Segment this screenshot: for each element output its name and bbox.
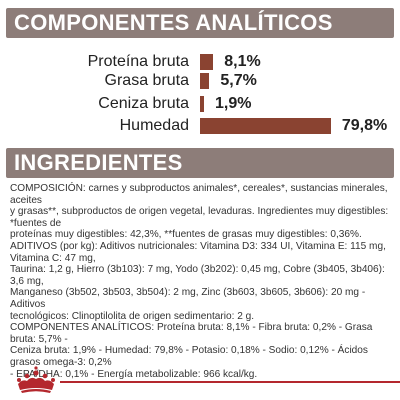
analytic-row-ash: Ceniza bruta 1,9% — [0, 93, 400, 115]
analytic-label: Humedad — [119, 117, 189, 134]
ingredients-line: Manganeso (3b502, 3b503, 3b504): 2 mg, Z… — [10, 287, 366, 310]
analytic-row-moisture: Humedad 79,8% — [0, 115, 400, 137]
analytic-value: 79,8% — [341, 117, 388, 134]
ingredients-line: - EPA/DHA: 0,1% - Energía metabolizable:… — [10, 368, 258, 380]
ingredients-text: COMPOSICIÓN: carnes y subproductos anima… — [10, 183, 394, 380]
analytic-value: 8,1% — [224, 53, 261, 70]
analytic-label: Grasa bruta — [104, 72, 189, 89]
analytic-row-fat: Grasa bruta 5,7% — [0, 70, 400, 92]
analytic-value: 5,7% — [220, 72, 257, 89]
ingredients-line: COMPONENTES ANALÍTICOS: Proteína bruta: … — [10, 322, 373, 345]
analytic-bar — [200, 73, 210, 89]
ingredients-line: tecnológicos: Clinoptilolita de origen s… — [10, 310, 255, 322]
analytic-bar — [200, 96, 204, 112]
analytics-header: COMPONENTES ANALÍTICOS — [6, 8, 394, 38]
analytic-label: Ceniza bruta — [98, 95, 189, 112]
analytic-bar — [200, 54, 214, 70]
ingredients-line: Ceniza bruta: 1,9% - Humedad: 79,8% - Po… — [10, 345, 368, 368]
royal-canin-crown-logo — [17, 366, 55, 393]
footer-rule — [60, 381, 400, 383]
ingredients-line: proteínas muy digestibles: 42,3%, **fuen… — [10, 229, 362, 241]
ingredients-header: INGREDIENTES — [6, 148, 394, 178]
analytic-value: 1,9% — [215, 95, 252, 112]
ingredients-line: ADITIVOS (por kg): Aditivos nutricionale… — [10, 240, 386, 264]
analytic-label: Proteína bruta — [87, 53, 189, 70]
analytic-bar — [200, 118, 331, 134]
ingredients-line: y grasas**, subproductos de origen veget… — [10, 206, 389, 229]
ingredients-line: Taurina: 1,2 g, Hierro (3b103): 7 mg, Yo… — [10, 264, 385, 287]
analytic-row-protein: Proteína bruta 8,1% — [0, 51, 400, 73]
ingredients-line: COMPOSICIÓN: carnes y subproductos anima… — [10, 183, 388, 206]
